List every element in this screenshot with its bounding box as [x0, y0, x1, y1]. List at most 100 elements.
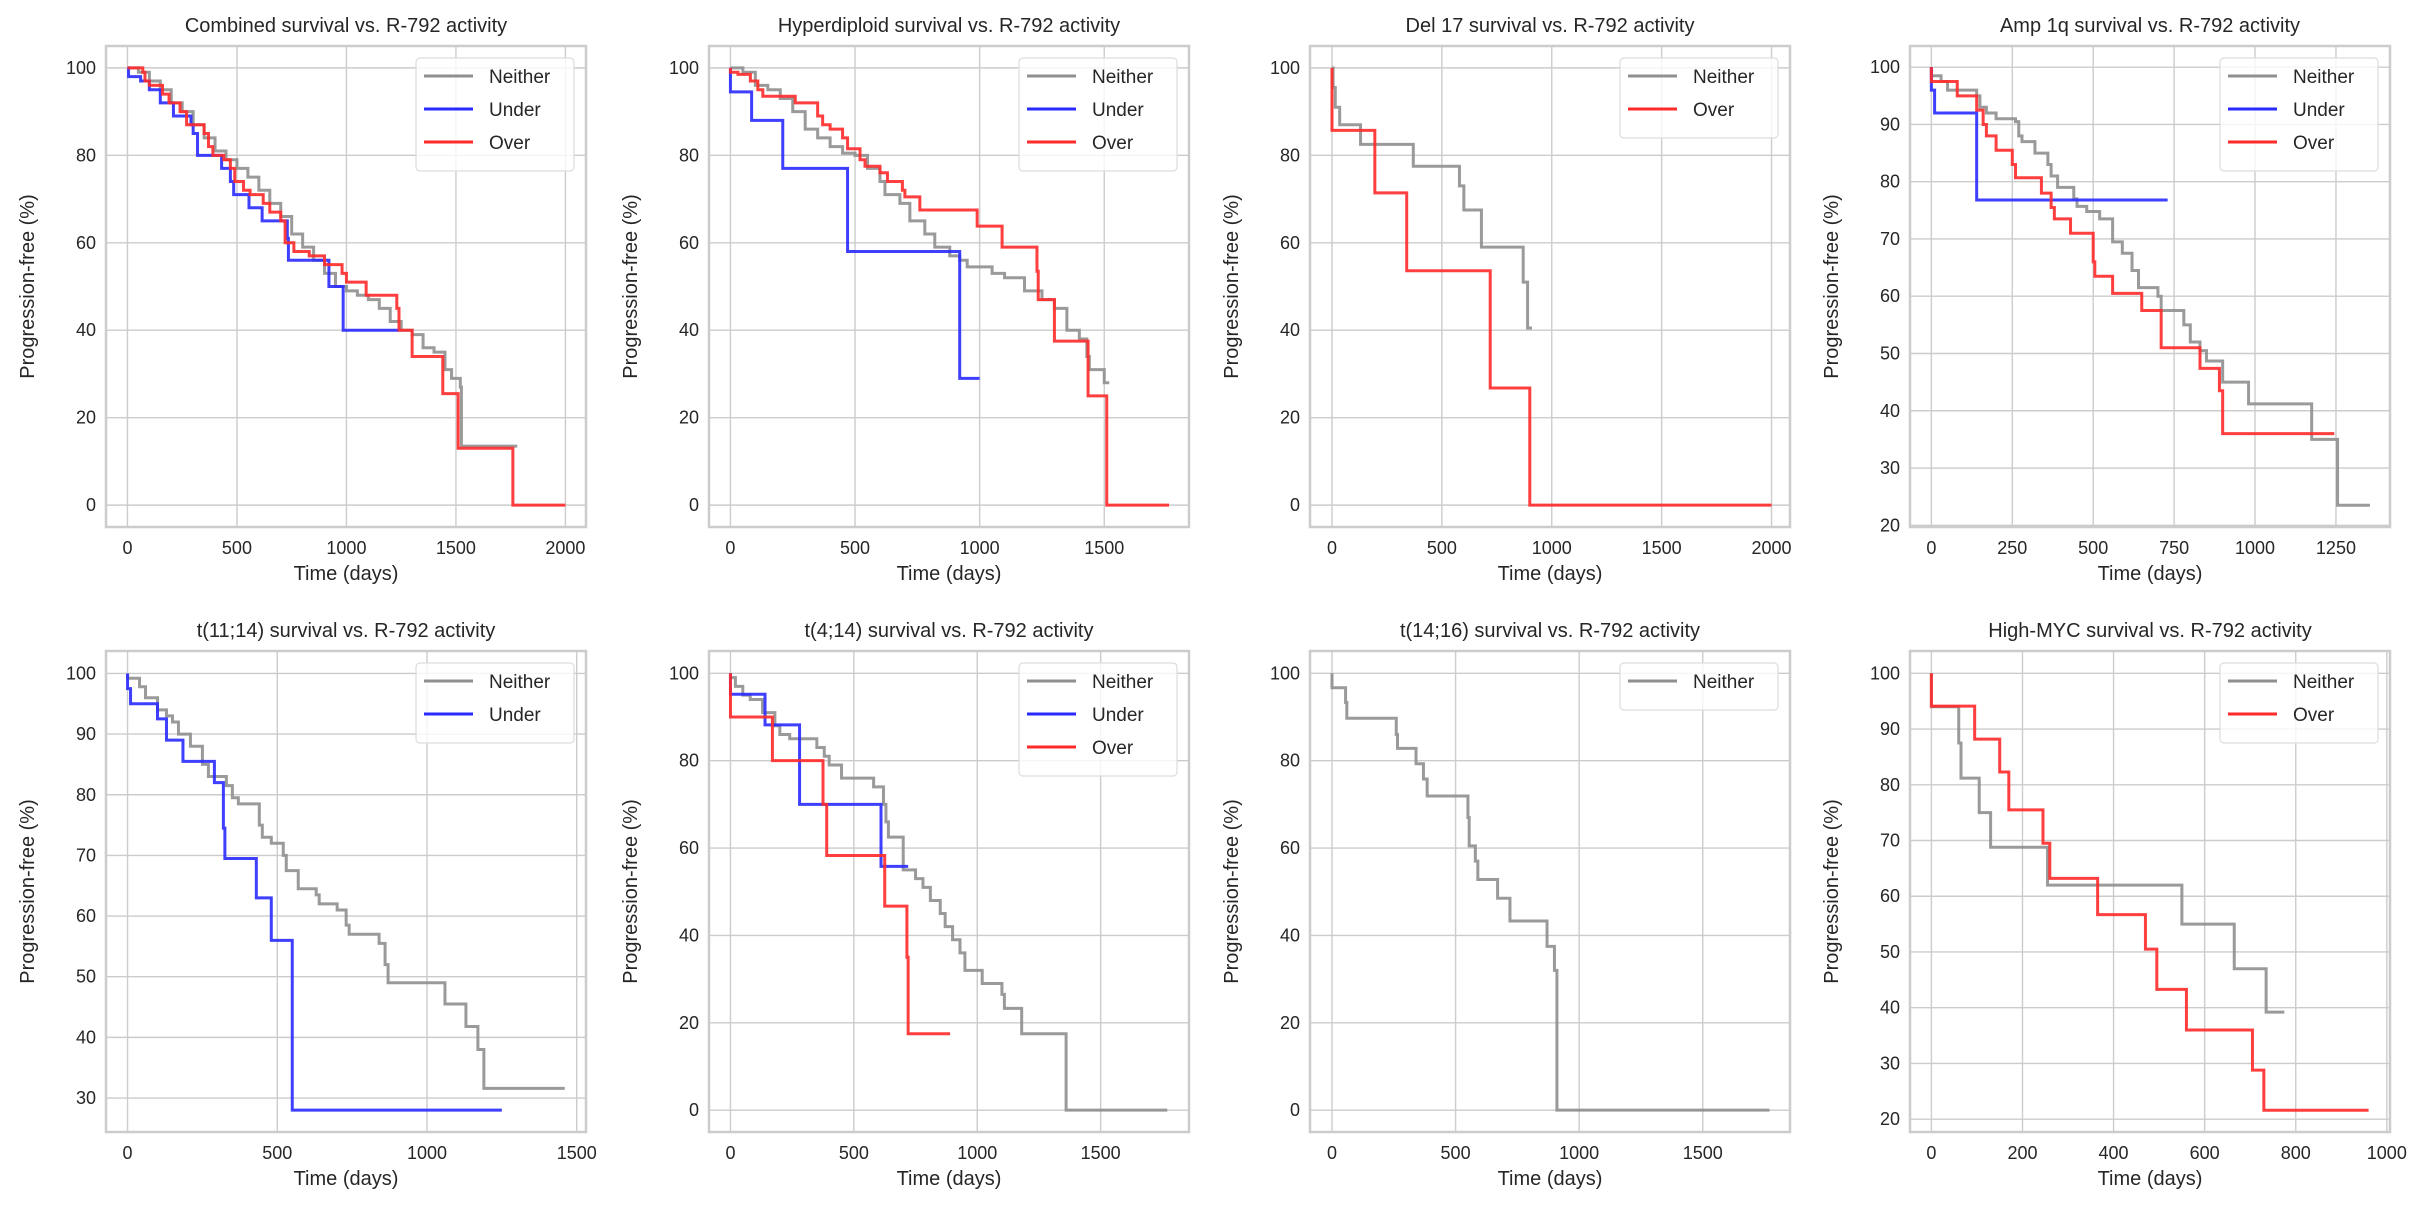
- y-tick-label: 80: [679, 145, 699, 165]
- x-tick-label: 0: [1926, 1143, 1936, 1163]
- axes-frame: [1908, 649, 2392, 1134]
- y-tick-label: 0: [689, 1100, 699, 1120]
- x-axis-label: Time (days): [1498, 563, 1603, 585]
- survival-curve-neither: [728, 673, 1168, 1112]
- subplot-title: Del 17 survival vs. R-792 activity: [1406, 15, 1695, 37]
- survival-curve-over: [1929, 67, 2335, 436]
- axes-frame: [1908, 44, 2392, 529]
- x-tick-label: 1000: [326, 538, 366, 558]
- x-tick-label: 0: [123, 1143, 133, 1163]
- survival-curve-under: [126, 673, 502, 1112]
- y-tick-label: 40: [1880, 401, 1900, 421]
- survival-curve-under: [728, 673, 909, 868]
- y-tick-label: 40: [1880, 998, 1900, 1018]
- x-axis-label: Time (days): [1498, 1168, 1603, 1190]
- legend: Neither Under Over: [1018, 57, 1178, 172]
- subplot-7: 0 500 1000 1500 0 20 40 60 80 100 Neither t(14;16) …: [1221, 620, 1792, 1190]
- x-tick-label: 0: [1327, 538, 1337, 558]
- legend-box: [2219, 662, 2379, 744]
- x-tick-label: 1000: [1559, 1143, 1599, 1163]
- x-tick-label: 2000: [545, 538, 585, 558]
- y-tick-label: 80: [679, 751, 699, 771]
- y-tick-label: 100: [66, 58, 96, 78]
- y-tick-label: 40: [76, 320, 96, 340]
- legend: Neither Under: [415, 662, 575, 744]
- x-axis-label: Time (days): [2098, 1168, 2203, 1190]
- subplot-3: 0 500 1000 1500 2000 0 20 40 60 80 100 Neither Over D…: [1221, 15, 1792, 585]
- x-tick-label: 1000: [957, 1143, 997, 1163]
- legend-label: Over: [1092, 133, 1134, 154]
- legend-label: Neither: [2293, 672, 2355, 693]
- x-axis-label: Time (days): [897, 563, 1002, 585]
- subplot-title: Amp 1q survival vs. R-792 activity: [2000, 15, 2300, 37]
- legend-label: Under: [1092, 100, 1144, 121]
- y-tick-label: 50: [1880, 942, 1900, 962]
- x-tick-label: 1250: [2316, 538, 2356, 558]
- subplot-title: t(14;16) survival vs. R-792 activity: [1400, 620, 1700, 642]
- survival-curve-over: [1929, 673, 2369, 1112]
- y-tick-label: 80: [1880, 775, 1900, 795]
- legend-label: Under: [1092, 705, 1144, 726]
- x-tick-label: 1500: [1081, 1143, 1121, 1163]
- legend-label: Over: [1092, 738, 1134, 759]
- legend-box: [1619, 57, 1779, 139]
- y-tick-label: 80: [76, 145, 96, 165]
- legend-label: Under: [489, 100, 541, 121]
- y-axis-label: Progression-free (%): [1221, 194, 1243, 379]
- survival-curve-neither: [1929, 673, 2285, 1014]
- y-tick-label: 20: [679, 1013, 699, 1033]
- y-tick-label: 0: [689, 495, 699, 515]
- legend: Neither Over: [1619, 57, 1779, 139]
- x-tick-label: 800: [2281, 1143, 2311, 1163]
- legend-label: Over: [489, 133, 531, 154]
- legend: Neither Under Over: [415, 57, 575, 172]
- y-tick-label: 20: [679, 408, 699, 428]
- legend-label: Neither: [489, 672, 551, 693]
- subplot-title: Combined survival vs. R-792 activity: [185, 15, 507, 37]
- x-tick-label: 1000: [1532, 538, 1572, 558]
- y-tick-label: 100: [1270, 58, 1300, 78]
- y-tick-label: 70: [1880, 229, 1900, 249]
- axes-frame: [1308, 649, 1792, 1134]
- legend: Neither Under Over: [1018, 662, 1178, 777]
- x-tick-label: 1500: [1642, 538, 1682, 558]
- subplot-6: 0 500 1000 1500 0 20 40 60 80 100 Neither Under Over…: [620, 620, 1191, 1190]
- legend-label: Neither: [1693, 672, 1755, 693]
- x-tick-label: 0: [725, 538, 735, 558]
- axes-frame: [707, 44, 1191, 529]
- y-tick-label: 20: [1280, 1013, 1300, 1033]
- subplot-title: t(4;14) survival vs. R-792 activity: [805, 620, 1094, 642]
- y-tick-label: 100: [669, 58, 699, 78]
- y-tick-label: 30: [76, 1088, 96, 1108]
- legend-label: Under: [489, 705, 541, 726]
- legend-label: Neither: [2293, 67, 2355, 88]
- survival-curve-neither: [730, 66, 1110, 385]
- y-tick-label: 20: [1880, 1109, 1900, 1129]
- y-tick-label: 100: [66, 663, 96, 683]
- legend-label: Neither: [1693, 67, 1755, 88]
- x-tick-label: 250: [1997, 538, 2027, 558]
- x-tick-label: 750: [2159, 538, 2189, 558]
- x-tick-label: 0: [1327, 1143, 1337, 1163]
- y-tick-label: 100: [1870, 57, 1900, 77]
- y-tick-label: 20: [1880, 515, 1900, 535]
- y-tick-label: 60: [1880, 286, 1900, 306]
- x-tick-label: 1000: [2235, 538, 2275, 558]
- x-tick-label: 500: [222, 538, 252, 558]
- y-tick-label: 90: [76, 724, 96, 744]
- x-tick-label: 0: [1926, 538, 1936, 558]
- y-tick-label: 80: [1280, 145, 1300, 165]
- survival-curve-over: [127, 66, 566, 507]
- x-tick-label: 500: [840, 538, 870, 558]
- x-tick-label: 500: [1427, 538, 1457, 558]
- y-tick-label: 80: [1280, 751, 1300, 771]
- y-tick-label: 0: [86, 495, 96, 515]
- x-tick-label: 200: [2007, 1143, 2037, 1163]
- y-axis-label: Progression-free (%): [1821, 194, 1843, 379]
- legend: Neither Under Over: [2219, 57, 2379, 172]
- x-tick-label: 0: [725, 1143, 735, 1163]
- y-tick-label: 40: [679, 320, 699, 340]
- y-tick-label: 50: [1880, 343, 1900, 363]
- x-tick-label: 0: [122, 538, 132, 558]
